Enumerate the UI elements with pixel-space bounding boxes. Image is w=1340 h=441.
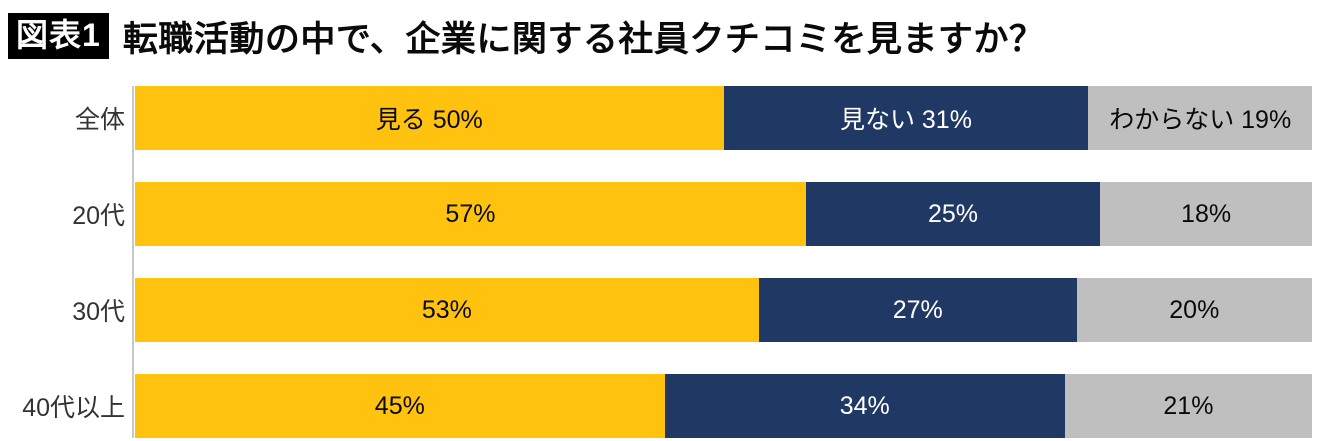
y-axis-line xyxy=(132,86,134,438)
bar-segment-wakaranai: 21% xyxy=(1064,374,1313,438)
category-label: 20代 xyxy=(72,202,125,230)
chart-row: 全体 見る 50% 見ない 31% わからない 19% xyxy=(75,86,1312,150)
bar-segment-minai: 34% xyxy=(664,374,1065,438)
bar-segment-wakaranai: 20% xyxy=(1076,278,1313,342)
bar-segment-wakaranai: 18% xyxy=(1100,182,1312,246)
category-label: 40代以上 xyxy=(22,394,125,422)
stacked-bar: 見る 50% 見ない 31% わからない 19% xyxy=(135,86,1312,150)
bar-segment-miru: 57% xyxy=(135,182,806,246)
bar-segment-wakaranai: わからない 19% xyxy=(1088,86,1312,150)
category-label: 30代 xyxy=(72,298,125,326)
chart-row: 30代 53% 27% 20% xyxy=(72,278,1313,342)
bar-segment-minai: 見ない 31% xyxy=(723,86,1089,150)
chart-header: 図表1 転職活動の中で、企業に関する社員クチコミを見ますか？ xyxy=(0,0,1340,62)
chart-row: 20代 57% 25% 18% xyxy=(72,182,1312,246)
chart-title: 転職活動の中で、企業に関する社員クチコミを見ますか？ xyxy=(122,19,1045,59)
stacked-bar-chart: 全体 見る 50% 見ない 31% わからない 19% 20代 57% 25% … xyxy=(0,86,1340,438)
figure-number-badge: 図表1 xyxy=(8,13,109,59)
bar-segment-miru: 53% xyxy=(135,278,759,342)
bar-segment-minai: 25% xyxy=(805,182,1101,246)
bar-segment-miru: 見る 50% xyxy=(135,86,724,150)
bar-segment-miru: 45% xyxy=(135,374,665,438)
stacked-bar: 53% 27% 20% xyxy=(135,278,1313,342)
category-label: 全体 xyxy=(74,106,125,134)
stacked-bar: 57% 25% 18% xyxy=(135,182,1312,246)
stacked-bar: 45% 34% 21% xyxy=(135,374,1313,438)
bar-segment-minai: 27% xyxy=(758,278,1077,342)
chart-row: 40代以上 45% 34% 21% xyxy=(22,374,1313,438)
